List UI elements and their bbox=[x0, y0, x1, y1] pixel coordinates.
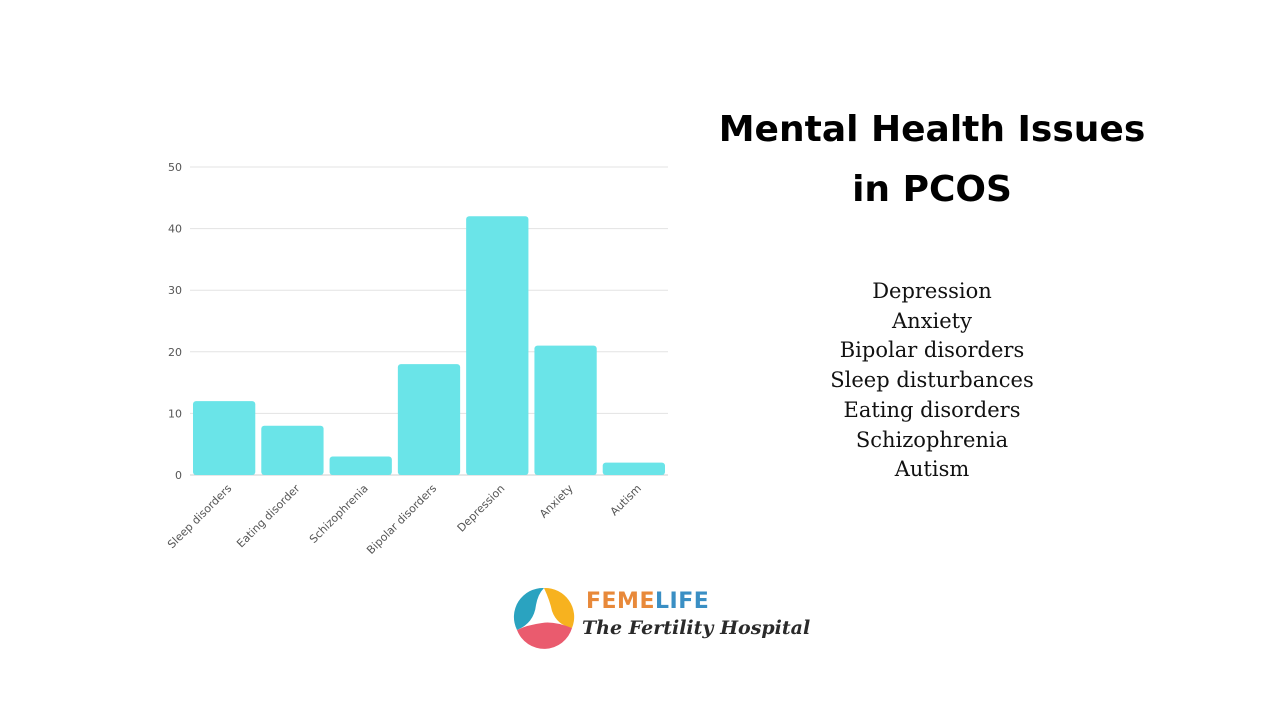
issue-item: Depression bbox=[872, 279, 992, 303]
x-tick-label: Autism bbox=[608, 482, 644, 518]
femelife-logo: FEMELIFE The Fertility Hospital bbox=[512, 585, 810, 651]
issue-item: Bipolar disorders bbox=[839, 338, 1025, 363]
brand-name: FEMELIFE bbox=[586, 589, 710, 614]
x-tick-label: Schizophrenia bbox=[307, 482, 371, 546]
issue-item: Anxiety bbox=[892, 308, 972, 333]
y-tick-label: 0 bbox=[175, 469, 182, 482]
x-tick-label: Sleep disorders bbox=[165, 482, 234, 551]
bar bbox=[329, 456, 392, 475]
bar bbox=[534, 345, 597, 475]
bar bbox=[261, 425, 324, 475]
bar-chart: 0 10 20 30 40 50 Sleep disorders Eating disorde… bbox=[165, 161, 668, 557]
brand-tagline: The Fertility Hospital bbox=[582, 617, 811, 639]
y-tick-label: 30 bbox=[168, 284, 182, 297]
y-tick-label: 10 bbox=[168, 407, 182, 420]
issue-item: Autism bbox=[894, 457, 970, 482]
issue-item: Schizophrenia bbox=[855, 427, 1009, 452]
issues-list: Depression Anxiety Bipolar disorders Sle… bbox=[780, 277, 1084, 485]
bar bbox=[193, 401, 256, 475]
bar bbox=[466, 216, 529, 475]
x-tick-label: Anxiety bbox=[537, 482, 576, 521]
x-tick-label: Bipolar disorders bbox=[364, 482, 439, 557]
y-tick-label: 40 bbox=[168, 223, 182, 236]
bar bbox=[397, 364, 461, 475]
issue-item: Eating disorders bbox=[843, 397, 1021, 422]
logo-mark-icon bbox=[513, 587, 575, 649]
y-tick-label: 50 bbox=[168, 161, 182, 174]
issue-item: Sleep disturbances bbox=[830, 368, 1034, 393]
x-tick-label: Depression bbox=[455, 482, 508, 535]
bar bbox=[602, 462, 665, 475]
page-title: Mental Health Issues in PCOS bbox=[718, 109, 1146, 210]
x-tick-label: Eating disorder bbox=[234, 482, 303, 551]
y-tick-label: 20 bbox=[168, 346, 182, 359]
